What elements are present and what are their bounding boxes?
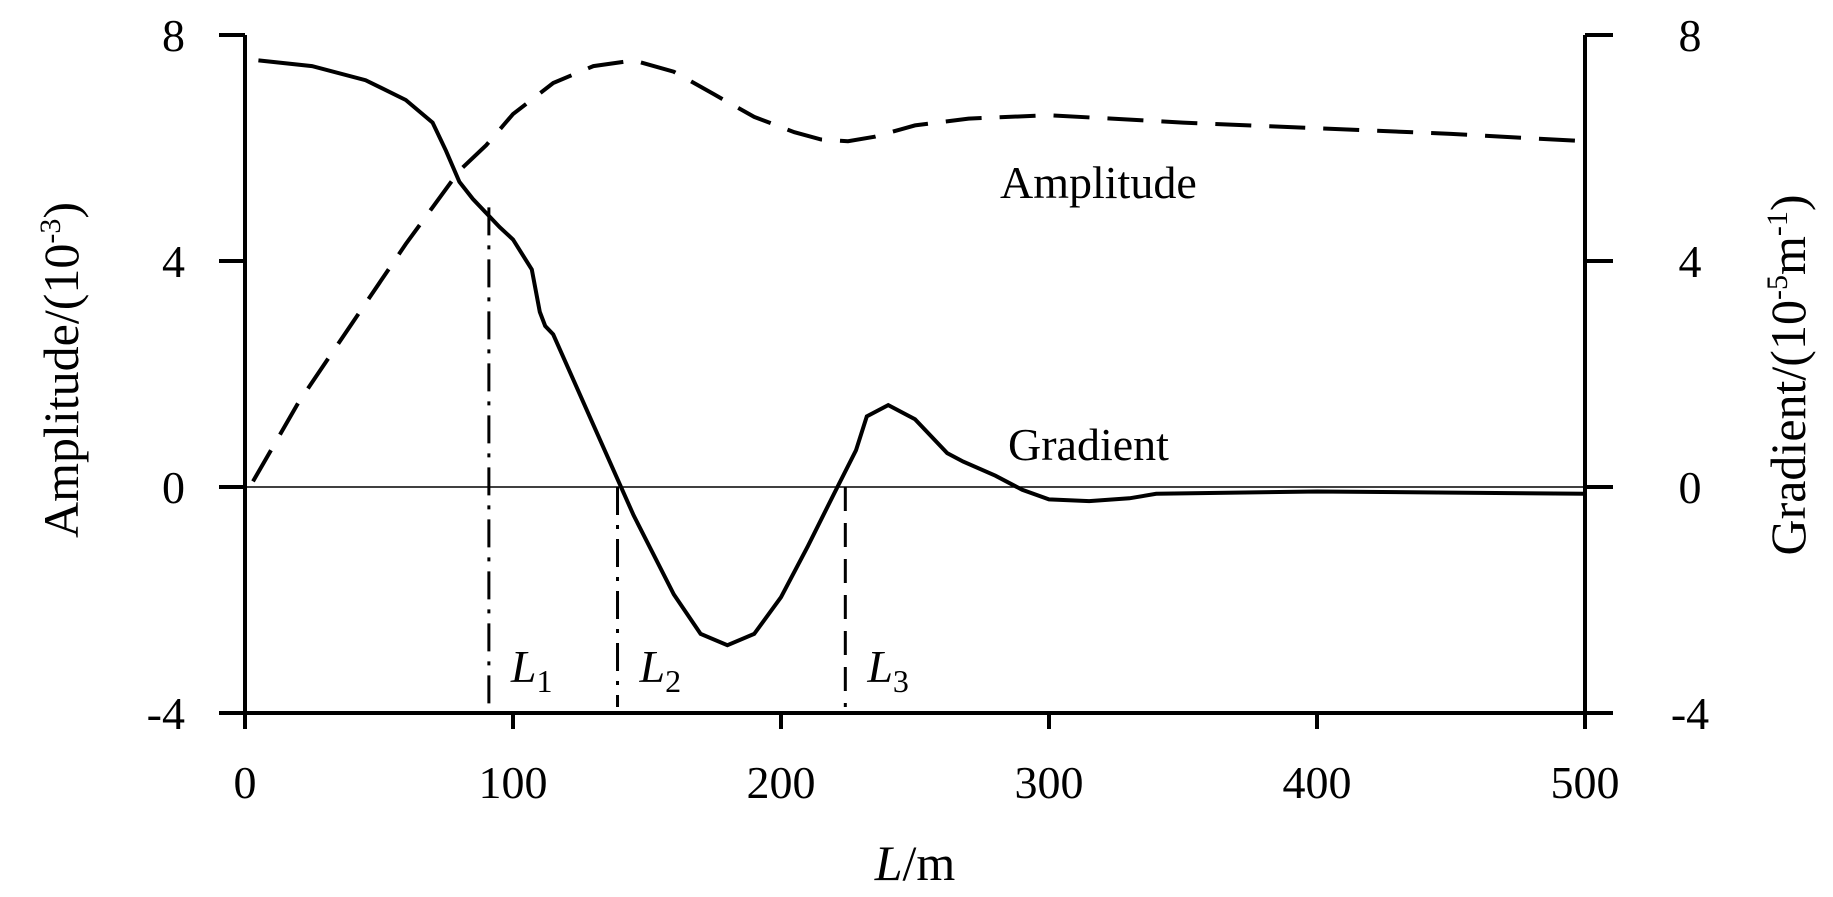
marker-subscript: 2 <box>665 663 681 699</box>
x-tick-label: 400 <box>1283 757 1352 808</box>
y-right-title-sup2: -1 <box>1761 211 1794 236</box>
x-axis-title-var: L <box>874 835 903 891</box>
y-left-tick-label: -4 <box>147 688 185 739</box>
marker-subscript: 3 <box>893 663 909 699</box>
series-group <box>251 58 1586 648</box>
marker-label-L3: L3 <box>866 641 909 699</box>
gradient-series-line <box>258 58 1586 648</box>
x-tick-label: 500 <box>1551 757 1620 808</box>
y-right-title-sup1: -5 <box>1761 275 1794 300</box>
amplitude-series-label: Amplitude <box>1000 157 1197 208</box>
axes <box>219 33 1613 729</box>
y-right-title-close: ) <box>1760 194 1816 211</box>
x-tick-label: 300 <box>1015 757 1084 808</box>
y-right-tick-label: -4 <box>1671 688 1709 739</box>
y-right-tick-label: 0 <box>1679 462 1702 513</box>
y-left-tick-label: 4 <box>162 236 185 287</box>
marker-subscript: 1 <box>536 663 552 699</box>
y-right-title-mid: m <box>1760 236 1816 275</box>
gradient-series-label: Gradient <box>1008 419 1169 470</box>
marker-group <box>487 207 847 707</box>
y-left-title-main: Amplitude/(10 <box>33 244 89 538</box>
marker-label-L2: L2 <box>639 641 682 699</box>
y-right-axis-title: Gradient/(10-5m-1) <box>1760 194 1816 555</box>
y-right-title-main: Gradient/(10 <box>1760 300 1816 555</box>
y-left-title-close: ) <box>33 202 89 219</box>
marker-letter: L <box>510 641 537 692</box>
x-tick-label: 0 <box>234 757 257 808</box>
amplitude-series-line <box>251 58 1586 483</box>
y-right-tick-label: 8 <box>1679 10 1702 61</box>
x-tick-label: 200 <box>747 757 816 808</box>
x-axis-title-unit: /m <box>903 835 956 891</box>
marker-label-L1: L1 <box>510 641 553 699</box>
y-left-tick-label: 0 <box>162 462 185 513</box>
y-left-tick-label: 8 <box>162 10 185 61</box>
label-group: 0 100 200 300 400 500 -4 0 4 8 -4 0 4 8 Amplitude Gradi… <box>33 10 1816 891</box>
marker-letter: L <box>639 641 666 692</box>
y-right-tick-label: 4 <box>1679 236 1702 287</box>
y-left-axis-title: Amplitude/(10-3) <box>33 202 89 538</box>
y-left-title-sup: -3 <box>34 219 67 244</box>
marker-letter: L <box>866 641 893 692</box>
x-axis-title: L/m <box>874 835 956 891</box>
x-tick-label: 100 <box>479 757 548 808</box>
